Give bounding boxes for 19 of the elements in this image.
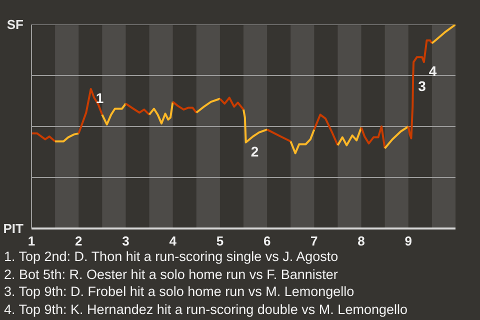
text: SF — [6, 17, 24, 32]
text: 4. Top 9th: K. Hernandez hit a run-scoring double vs M. Lemongello — [4, 300, 408, 318]
text: PIT — [3, 221, 24, 236]
x-tick-label: 6 — [263, 234, 271, 248]
x-tick-label: 3 — [122, 234, 130, 248]
x-tick-label: 9 — [404, 234, 412, 248]
annotation: 2 — [250, 143, 259, 160]
x-tick-label: 4 — [169, 234, 178, 248]
x-tick-label: 8 — [358, 234, 365, 248]
annotation: 3 — [418, 78, 426, 94]
x-tick-label: 1 — [28, 234, 36, 248]
x-tick-label: 7 — [310, 234, 318, 248]
annotation: 4 — [428, 63, 437, 80]
annotation: 1 — [96, 90, 104, 106]
x-tick-label: 5 — [216, 234, 224, 248]
text: 1. Top 2nd: D. Thon hit a run-scoring single vs J. Agosto — [4, 248, 340, 266]
text: 3. Top 9th: D. Frobel hit a solo home run vs M. Lemongello — [4, 283, 356, 300]
x-tick-label: 2 — [74, 234, 82, 248]
text: 2. Bot 5th: R. Oester hit a solo home run vs F. Bannister — [4, 266, 339, 283]
